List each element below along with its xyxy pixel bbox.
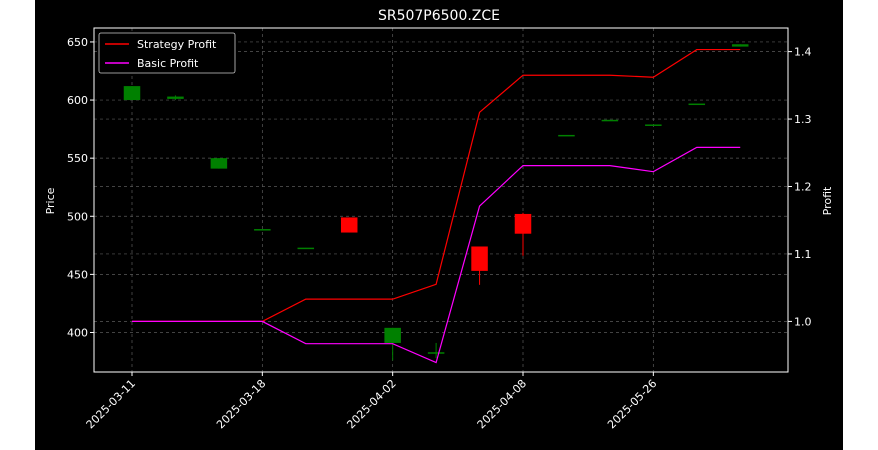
x-tick-label: 2025-04-02 (344, 377, 398, 431)
chart-title: SR507P6500.ZCE (378, 8, 500, 24)
candle-body (340, 217, 358, 233)
legend-box (98, 32, 236, 74)
candle-body (254, 229, 271, 231)
right-axis-label: Profit (821, 186, 834, 215)
y-right-tick-label: 1.1 (794, 248, 812, 261)
x-tick-label: 2025-03-18 (214, 377, 268, 431)
chart-figure: SR507P6500.ZCE 2025-03-11 2025-03-18 2025-… (35, 0, 843, 450)
candle-body (167, 96, 184, 99)
y-left-tick-label: 650 (67, 36, 88, 49)
legend-label: Strategy Profit (137, 38, 217, 51)
y-right-tick-label: 1.0 (794, 315, 812, 328)
candle-body (514, 213, 532, 234)
y-left-tick-label: 400 (67, 326, 88, 339)
candle-body (471, 246, 488, 271)
profit-line (132, 48, 741, 323)
candle-body (645, 124, 662, 126)
candle-body (558, 134, 575, 137)
y-left-tick-label: 600 (67, 94, 88, 107)
profit-lines (132, 48, 741, 364)
candle-body (384, 327, 401, 343)
y-left-tick-label: 500 (67, 210, 88, 223)
axes: 2025-03-11 2025-03-18 2025-04-02 2025-04-08… (67, 27, 812, 431)
x-tick-label: 2025-04-08 (475, 377, 529, 431)
y-right-tick-label: 1.4 (794, 46, 812, 59)
y-right-tick-label: 1.3 (794, 113, 812, 126)
legend-label: Basic Profit (137, 57, 199, 70)
y-left-tick-label: 550 (67, 152, 88, 165)
candle-body (688, 103, 706, 106)
candle-body (601, 119, 619, 122)
x-tick-label: 2025-05-26 (605, 377, 659, 431)
candle-body (210, 158, 228, 169)
y-right-tick-label: 1.2 (794, 181, 812, 194)
left-axis-label: Price (44, 187, 57, 214)
candle-body (297, 247, 315, 250)
candles (123, 44, 749, 361)
candle-body (123, 86, 141, 101)
profit-line (132, 146, 741, 364)
legend: Strategy Profit Basic Profit (98, 32, 236, 74)
grid (94, 28, 788, 372)
candle-body (731, 44, 749, 47)
plot-frame (93, 27, 789, 373)
x-tick-label: 2025-03-11 (84, 377, 138, 431)
candle-body (427, 352, 445, 354)
candlestick-chart: SR507P6500.ZCE 2025-03-11 2025-03-18 2025-… (44, 8, 834, 431)
y-left-tick-label: 450 (67, 268, 88, 281)
